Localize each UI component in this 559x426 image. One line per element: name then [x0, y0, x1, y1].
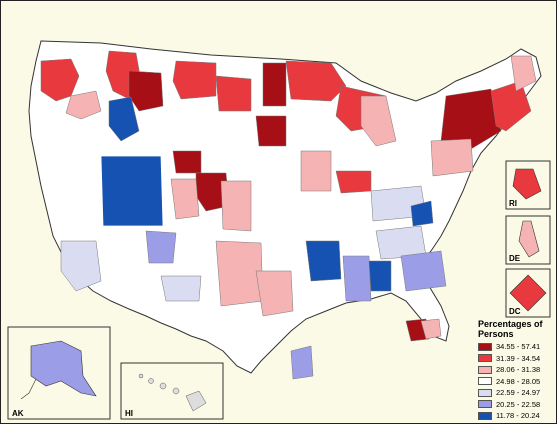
inset-hawaii [120, 362, 224, 420]
legend-item-label: 28.06 - 31.38 [496, 365, 541, 375]
legend-item: 31.39 - 34.54 [478, 353, 554, 365]
legend-item: 28.06 - 31.38 [478, 364, 554, 376]
region-arkansas-blue [305, 240, 342, 282]
legend-item-label: 20.25 - 22.58 [496, 399, 541, 409]
region-california-blue [60, 240, 102, 292]
region-fills [40, 50, 537, 380]
region-utah-blue [100, 155, 164, 227]
legend-item: 34.55 - 57.41 [478, 341, 554, 353]
region-westvirginia-blue [410, 200, 434, 227]
region-plains-pink-2 [215, 240, 264, 307]
region-plains-pink-1 [220, 180, 252, 232]
legend-item-label: 31.39 - 34.54 [496, 353, 541, 363]
legend-item-label: 11.78 - 20.24 [496, 411, 540, 421]
inset-label-hi: HI [125, 409, 133, 418]
region-minnesota-north [285, 60, 347, 102]
legend-swatch [478, 354, 492, 363]
legend-item-label: 22.59 - 24.97 [496, 388, 541, 398]
legend-item: 22.59 - 24.97 [478, 387, 554, 399]
inset-label-ak: AK [12, 409, 24, 418]
region-iowa-pink [300, 150, 332, 192]
region-mississippi-blue [342, 255, 372, 302]
legend-swatch [478, 365, 492, 374]
region-colorado-pink [170, 178, 200, 220]
region-texas-pink [255, 270, 294, 317]
region-northeast-dark [440, 88, 502, 150]
legend-item: 11.78 - 20.24 [478, 410, 554, 422]
region-south-dakota [255, 115, 287, 147]
region-illinois-red [335, 170, 372, 194]
region-washington-east [65, 90, 102, 120]
legend-swatch [478, 388, 492, 397]
inset-rhode-island [505, 160, 551, 210]
region-north-dakota [262, 62, 287, 107]
legend-swatch [478, 400, 492, 409]
legend-swatch [478, 377, 492, 386]
inset-delaware [505, 215, 551, 265]
region-maine-pink [510, 55, 537, 92]
region-montana-east [172, 60, 217, 100]
region-arizona-blue [145, 230, 177, 264]
legend-item: 20.25 - 22.58 [478, 399, 554, 411]
region-michigan-pink [360, 95, 397, 147]
legend: Percentages of Persons 34.55 - 57.41 31.3… [474, 319, 554, 422]
inset-label-ri: RI [509, 199, 517, 208]
legend-title: Percentages of Persons [478, 319, 543, 339]
legend-swatch [478, 342, 492, 351]
legend-rows: 34.55 - 57.41 31.39 - 34.54 28.06 - 31.38 2… [474, 341, 554, 422]
region-florida-pink [420, 318, 442, 340]
legend-item: 24.98 - 28.05 [478, 376, 554, 388]
inset-label-de: DE [509, 254, 521, 263]
region-pennsylvania-pink [430, 138, 474, 177]
region-alabama-blue [368, 260, 392, 292]
region-montana-central [215, 75, 252, 112]
legend-item-label: 34.55 - 57.41 [496, 342, 541, 352]
region-idaho-blue [108, 96, 140, 142]
legend-item-label: 24.98 - 28.05 [496, 376, 541, 386]
region-newmexico-blue [160, 275, 202, 302]
legend-swatch [478, 411, 492, 420]
inset-label-dc: DC [509, 307, 521, 316]
region-montana-west [128, 70, 164, 112]
region-wyoming-red [172, 150, 202, 174]
inset-alaska [7, 326, 111, 420]
region-texas-south-blue [290, 345, 314, 380]
inset-dc [505, 268, 551, 318]
region-southeast-blue-2 [400, 250, 447, 292]
